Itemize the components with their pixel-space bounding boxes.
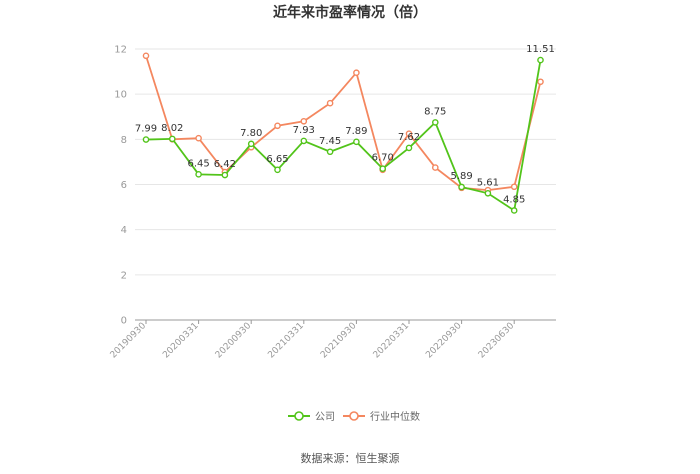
data-point — [300, 137, 308, 145]
data-label: 7.62 — [398, 132, 420, 143]
data-point — [274, 122, 281, 130]
legend-label: 行业中位数 — [370, 410, 420, 423]
data-point — [142, 136, 150, 143]
x-tick-label: 20210331 — [266, 321, 305, 360]
x-tick-label: 20220331 — [372, 321, 411, 360]
data-point — [300, 117, 308, 125]
data-point — [326, 148, 334, 156]
x-tick-label: 20190930 — [109, 321, 149, 361]
y-tick-label: 0 — [121, 316, 127, 327]
data-point — [537, 78, 544, 86]
data-point — [274, 166, 281, 174]
data-label: 7.93 — [293, 125, 315, 136]
data-point — [510, 183, 518, 191]
data-label: 7.89 — [345, 126, 367, 137]
data-point — [405, 144, 413, 152]
data-label: 7.99 — [135, 124, 157, 135]
data-label: 6.42 — [214, 159, 236, 170]
data-label: 6.70 — [372, 153, 394, 164]
x-tick-label: 20230630 — [477, 321, 517, 361]
data-label: 7.80 — [240, 128, 262, 139]
data-label: 4.85 — [503, 194, 525, 205]
series-line — [145, 55, 542, 192]
y-tick-label: 2 — [121, 270, 127, 281]
data-point — [510, 207, 518, 214]
data-point — [326, 99, 334, 107]
data-point — [195, 134, 202, 142]
x-tick-label: 20220930 — [424, 321, 464, 361]
data-point — [353, 138, 360, 146]
data-label: 8.02 — [161, 123, 183, 134]
data-label: 6.45 — [187, 158, 209, 169]
y-tick-label: 6 — [121, 180, 127, 191]
x-tick-label: 20210930 — [319, 321, 359, 361]
y-tick-label: 12 — [114, 45, 127, 56]
y-tick-label: 10 — [114, 90, 127, 101]
y-tick-label: 8 — [121, 135, 127, 146]
data-label: 5.61 — [477, 177, 499, 188]
data-point — [247, 140, 255, 148]
data-label: 11.51 — [526, 44, 555, 55]
legend-marker — [349, 411, 359, 421]
x-tick-label: 20200930 — [214, 321, 254, 361]
data-label: 5.89 — [450, 171, 472, 182]
data-point — [379, 165, 387, 172]
data-point — [142, 52, 150, 60]
y-tick-label: 4 — [121, 225, 127, 236]
data-point — [458, 183, 465, 191]
legend-label: 公司 — [315, 412, 335, 423]
chart-title: 近年来市盈率情况（倍） — [273, 5, 427, 21]
data-point — [405, 130, 413, 137]
source-note: 数据来源：恒生聚源 — [300, 452, 400, 465]
data-label: 7.45 — [319, 136, 341, 147]
data-point — [195, 171, 202, 178]
data-point — [353, 69, 360, 77]
series-line — [145, 59, 542, 212]
data-point — [168, 135, 176, 143]
legend-marker — [294, 411, 304, 421]
data-label: 6.65 — [266, 154, 288, 165]
data-label: 8.75 — [424, 106, 446, 117]
data-point — [484, 190, 492, 197]
data-point — [431, 119, 439, 126]
data-point — [221, 171, 229, 179]
data-point — [537, 56, 544, 64]
x-tick-label: 20200331 — [161, 321, 200, 360]
data-point — [431, 164, 439, 171]
